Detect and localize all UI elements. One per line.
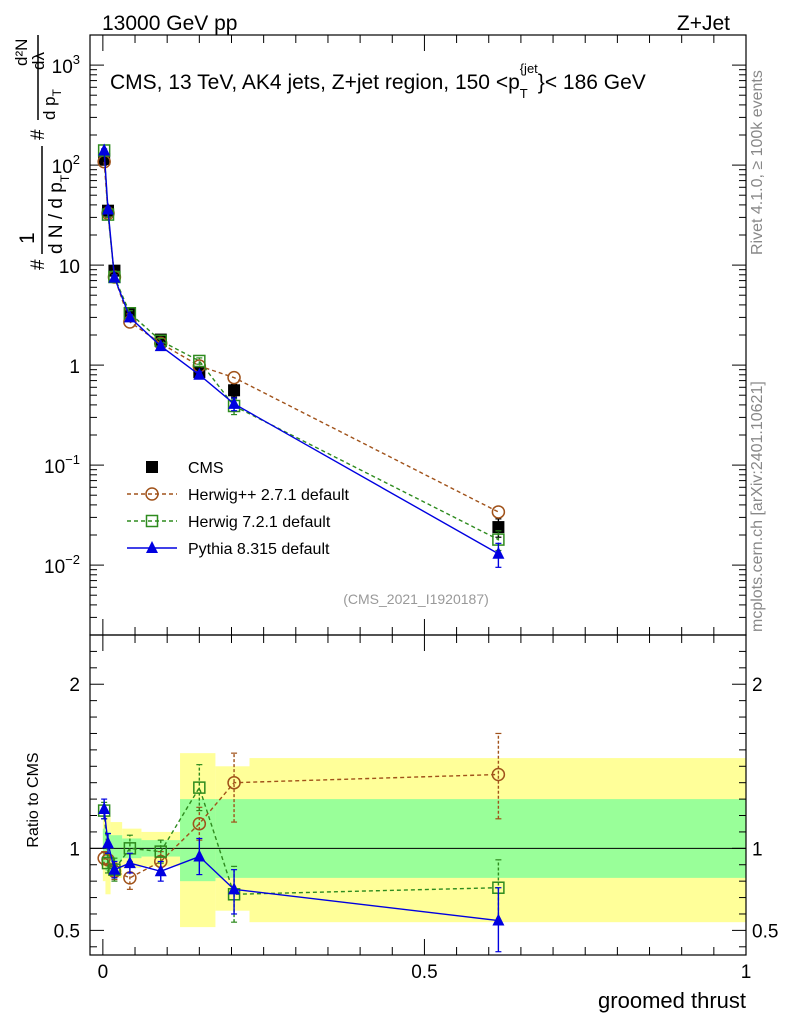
ratio-herwig-2-7-1-default-point (192, 816, 207, 831)
ratio-pythia-8-315-default-point (98, 801, 111, 814)
y-tick-label: 1 (69, 357, 80, 378)
ratio-herwig-7-2-1-default-point (193, 781, 206, 794)
ratio-ylabel: Ratio to CMS (25, 752, 42, 847)
legend-marker-cms (146, 461, 158, 473)
ratio-pythia-8-315-default-point (108, 862, 121, 875)
x-tick-label: 0.5 (411, 962, 437, 983)
main-ylabel: # 1 d N / d pT # d²N d pT dλ (12, 35, 72, 270)
main-pythia-8-315-default-point (98, 143, 111, 156)
ratio-y-tick-label-left: 2 (69, 675, 80, 696)
ratio-herwig-2-7-1-default-point (491, 767, 506, 782)
main-cms-point (492, 521, 505, 534)
ratio-y-tick-label-right: 2 (752, 675, 763, 696)
ratio-y-tick-label-left: 1 (69, 839, 80, 860)
x-axis-label: groomed thrust (598, 988, 746, 1013)
ratio-pythia-8-315-default-point (228, 882, 241, 895)
main-herwig-7-2-1-default-point (193, 354, 206, 368)
ratio-y-tick-label-right: 1 (752, 839, 763, 860)
main-pythia-8-315-default-line (103, 150, 499, 555)
legend-label-herwig-2-7-1-default: Herwig++ 2.7.1 default (188, 487, 350, 504)
rivet-label: Rivet 4.1.0, ≥ 100k events (749, 70, 766, 255)
main-pythia-8-315-default-point (102, 202, 115, 215)
ratio-pythia-8-315-default-point (123, 856, 136, 869)
ratio-plot: 0 0.5 10.5 0.51 12 2 (54, 634, 778, 983)
ratio-herwig-2-7-1-default-line (103, 773, 499, 879)
ratio-herwig-2-7-1-default-point (123, 871, 137, 885)
legend-label-pythia-8-315-default: Pythia 8.315 default (188, 541, 330, 558)
main-pythia-8-315-default-point (154, 339, 167, 352)
main-pythia-8-315-default-point (108, 270, 121, 283)
svg-text:#: # (28, 259, 49, 270)
ratio-pythia-8-315-default-point (154, 864, 167, 877)
ratio-pythia-8-315-default-point (193, 849, 206, 862)
svg-text:dλ: dλ (29, 52, 48, 70)
legend-label-herwig-7-2-1-default: Herwig 7.2.1 default (188, 514, 331, 531)
source-label: mcplots.cern.ch [arXiv:2401.10621] (749, 381, 766, 632)
energy-label: 13000 GeV pp (102, 12, 237, 35)
svg-text:1: 1 (16, 232, 39, 244)
main-pythia-8-315-default-point (193, 367, 206, 380)
y-tick-label: 10−1 (44, 452, 80, 478)
ratio-pythia-8-315-default-point (102, 836, 115, 849)
legend-marker-herwig-7-2-1-default (145, 514, 159, 528)
ratio-y-tick-label-left: 0.5 (54, 921, 80, 942)
ratio-frame (89, 634, 747, 956)
main-title: CMS, 13 TeV, AK4 jets, Z+jet region, 150… (110, 61, 646, 101)
uncertainty-band-green-6 (215, 799, 250, 878)
ratio-pythia-8-315-default-point (492, 913, 505, 926)
y-tick-label: 10 (59, 257, 80, 278)
ratio-herwig-7-2-1-default-point (154, 845, 167, 858)
svg-text:d pT: d pT (40, 88, 64, 120)
svg-text:d N / d pT: d N / d pT (46, 174, 72, 254)
process-label: Z+Jet (677, 12, 730, 35)
ratio-herwig-2-7-1-default-point (227, 775, 241, 790)
y-tick-label: 102 (52, 152, 80, 178)
analysis-tag: (CMS_2021_I1920187) (343, 591, 489, 607)
ratio-herwig-7-2-1-default-line (103, 785, 499, 895)
legend-marker-herwig-2-7-1-default (145, 487, 159, 501)
svg-text:d²N: d²N (12, 39, 31, 66)
legend-label-cms: CMS (188, 460, 224, 477)
main-herwig-2-7-1-default-point (227, 370, 241, 385)
ratio-y-tick-label-right: 0.5 (752, 921, 778, 942)
x-tick-label: 0 (98, 962, 109, 983)
y-tick-label: 103 (52, 52, 80, 78)
x-tick-label: 1 (741, 962, 752, 983)
y-tick-label: 10−2 (44, 552, 80, 578)
main-cms-point (228, 384, 241, 397)
main-pythia-8-315-default-point (123, 310, 136, 323)
main-pythia-8-315-default-point (228, 396, 241, 409)
main-pythia-8-315-default-point (492, 546, 505, 559)
svg-text:#: # (28, 129, 49, 140)
legend-marker-pythia-8-315-default (146, 541, 158, 553)
main-herwig-2-7-1-default-point (491, 505, 506, 519)
